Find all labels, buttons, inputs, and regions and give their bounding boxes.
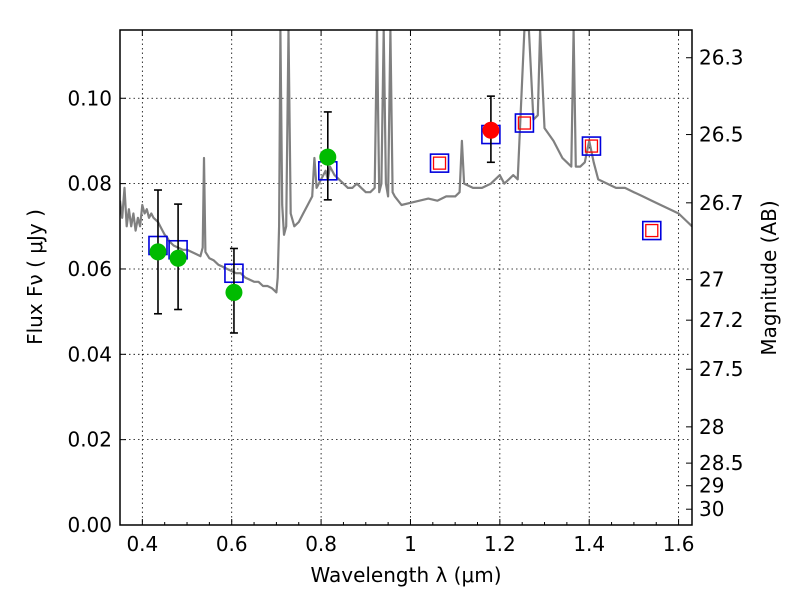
right-tick-label: 30 [699,497,724,521]
red-square-marker [517,116,532,130]
right-tick-label: 29 [699,474,724,498]
plot-frame [119,29,693,526]
observed-point [319,148,337,166]
x-tick-label: 0.8 [305,532,337,556]
right-tick-label: 28 [699,415,724,439]
right-tick-label: 26.5 [699,123,744,147]
y-tick-label: 0.04 [67,342,112,366]
right-tick-label: 27 [699,268,724,292]
red-square-marker [645,223,659,238]
x-tick-label: 1.4 [573,532,605,556]
x-tick-label: 0.4 [126,532,158,556]
x-axis-title: Wavelength λ (μm) [310,563,501,587]
red-square-marker [432,156,447,170]
right-tick-label: 26.3 [699,46,744,70]
right-tick-label: 26.7 [699,191,744,215]
model-flux-square [429,153,450,173]
observed-point [482,121,500,139]
right-tick-label: 28.5 [699,451,744,475]
red-square-marker [584,139,599,153]
y-tick-label: 0.10 [67,86,112,110]
y-tick-label: 0.02 [67,428,112,452]
model-flux-square [581,136,602,156]
y-tick-label: 0.08 [67,172,112,196]
model-sed-line [120,30,692,294]
x-tick-label: 1.2 [484,532,516,556]
right-tick-label: 27.2 [699,308,744,332]
model-flux-square [641,220,662,241]
y-axis-title: Flux Fν ( μJy ) [23,209,47,345]
x-tick-label: 0.6 [216,532,248,556]
axis-ticks: 0.4 0.6 0.8 1 1.2 1.4 1.6 0.00 0.02 0.04 0.06 0.08 0… [67,30,744,556]
observed-point [149,243,167,261]
right-tick-label: 27.5 [699,357,744,381]
model-flux-square [514,113,535,133]
y-axis-right-title: Magnitude (AB) [757,200,781,355]
x-tick-label: 1 [404,532,417,556]
plot-area [120,30,692,334]
x-tick-label: 1.6 [663,532,695,556]
y-tick-label: 0.06 [67,257,112,281]
observed-point [225,283,243,301]
y-tick-label: 0.00 [67,513,112,537]
observed-point [169,249,187,267]
